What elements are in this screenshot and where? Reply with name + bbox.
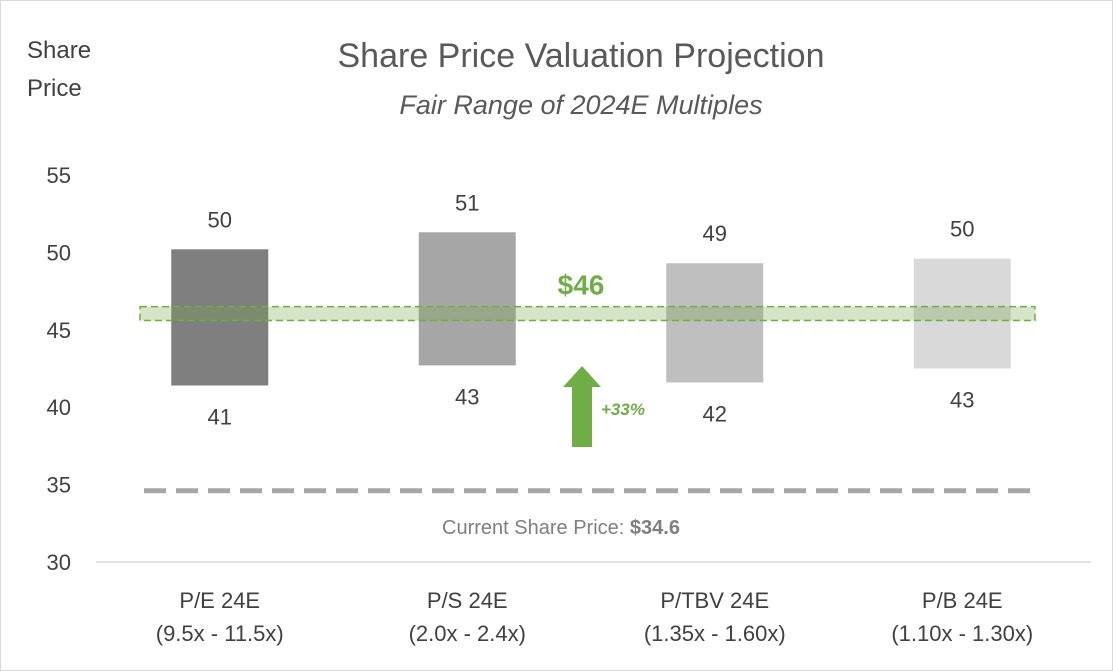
upside-group: +33% bbox=[563, 366, 645, 447]
y-tick-label: 35 bbox=[47, 473, 71, 498]
y-tick-label: 55 bbox=[47, 163, 71, 188]
y-axis-ticks: 30 35 40 45 50 55 bbox=[47, 163, 71, 575]
target-price-label: $46 bbox=[558, 269, 605, 300]
category-label-name: P/B 24E bbox=[922, 588, 1003, 613]
category-label-multiple: (1.10x - 1.30x) bbox=[891, 621, 1033, 646]
y-tick-label: 50 bbox=[47, 240, 71, 265]
category-label-name: P/TBV 24E bbox=[660, 588, 769, 613]
range-bar bbox=[913, 258, 1011, 369]
range-bar bbox=[171, 249, 269, 386]
y-tick-label: 40 bbox=[47, 395, 71, 420]
range-bar bbox=[418, 232, 516, 366]
range-bar bbox=[666, 263, 764, 383]
y-tick-label: 30 bbox=[47, 550, 71, 575]
category-labels: P/E 24E (9.5x - 11.5x) P/S 24E (2.0x - 2.4x… bbox=[156, 588, 1033, 646]
range-bars bbox=[171, 232, 1011, 386]
category-label-name: P/S 24E bbox=[427, 588, 508, 613]
low-value-label: 43 bbox=[455, 384, 479, 409]
chart-subtitle: Fair Range of 2024E Multiples bbox=[399, 90, 762, 120]
high-value-label: 49 bbox=[703, 221, 727, 246]
y-tick-label: 45 bbox=[47, 318, 71, 343]
category-label-multiple: (1.35x - 1.60x) bbox=[644, 621, 786, 646]
y-axis-label-line-2: Price bbox=[27, 75, 82, 102]
low-value-label: 42 bbox=[703, 401, 727, 426]
low-value-label: 41 bbox=[208, 405, 232, 430]
high-value-label: 50 bbox=[208, 207, 232, 232]
current-price-group: Current Share Price: $34.6 bbox=[144, 488, 1031, 539]
high-value-label: 50 bbox=[950, 217, 974, 242]
y-axis-label-line-1: Share bbox=[27, 37, 91, 64]
target-band-group: $46 bbox=[139, 269, 1036, 322]
category-label-multiple: (2.0x - 2.4x) bbox=[409, 621, 526, 646]
upside-arrow-icon bbox=[563, 366, 601, 447]
low-value-label: 43 bbox=[950, 388, 974, 413]
category-label-multiple: (9.5x - 11.5x) bbox=[156, 621, 284, 646]
upside-percent-label: +33% bbox=[601, 400, 645, 419]
current-price-value: $34.6 bbox=[630, 517, 680, 539]
current-price-prefix: Current Share Price: bbox=[442, 517, 630, 539]
current-price-label: Current Share Price: $34.6 bbox=[442, 517, 680, 539]
target-band bbox=[139, 305, 1036, 322]
high-value-label: 51 bbox=[455, 190, 479, 215]
chart-title: Share Price Valuation Projection bbox=[338, 37, 825, 75]
category-label-name: P/E 24E bbox=[179, 588, 260, 613]
value-labels: 50 41 51 43 49 42 50 43 bbox=[208, 190, 975, 429]
